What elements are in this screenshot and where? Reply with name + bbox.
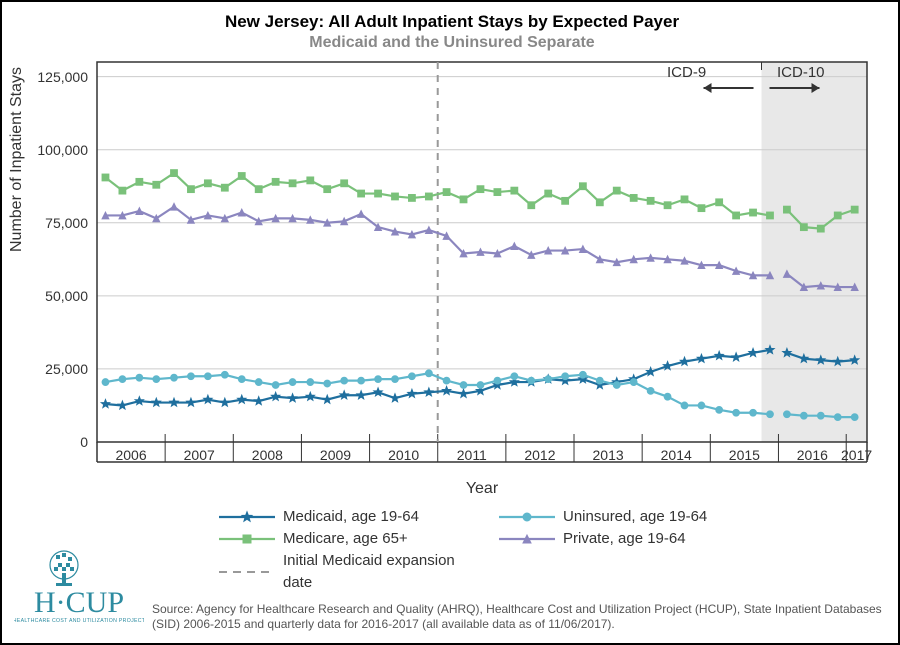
logo-text: H·CUP bbox=[34, 586, 124, 619]
legend-item: Private, age 19-64 bbox=[497, 528, 763, 550]
series-uninsured-age-19-64 bbox=[102, 370, 858, 421]
x-tick-label: 2016 bbox=[797, 447, 828, 463]
x-tick-label: 2014 bbox=[661, 447, 692, 463]
icd10-shaded-region bbox=[762, 62, 867, 442]
source-citation: Source: Agency for Healthcare Research a… bbox=[152, 602, 887, 633]
x-tick-label: 2009 bbox=[320, 447, 351, 463]
legend-label: Private, age 19-64 bbox=[563, 528, 763, 550]
legend-item: Medicaid, age 19-64 bbox=[217, 506, 483, 528]
svg-text:HEALTHCARE COST AND UTILIZATIO: HEALTHCARE COST AND UTILIZATION PROJECT bbox=[14, 618, 144, 624]
series-medicaid-age-19-64 bbox=[101, 346, 859, 410]
x-tick-label: 2012 bbox=[524, 447, 555, 463]
y-tick-label: 125,000 bbox=[28, 69, 88, 85]
y-tick-label: 25,000 bbox=[28, 361, 88, 377]
x-tick-label: 2008 bbox=[252, 447, 283, 463]
legend-label: Initial Medicaid expansion date bbox=[283, 550, 483, 594]
legend-item: Initial Medicaid expansion date bbox=[217, 550, 483, 594]
legend-label: Medicare, age 65+ bbox=[283, 528, 483, 550]
legend-item: Medicare, age 65+ bbox=[217, 528, 483, 550]
icd9-label: ICD-9 bbox=[667, 64, 706, 81]
x-tick-label: 2011 bbox=[457, 447, 487, 463]
x-tick-label: 2006 bbox=[115, 447, 146, 463]
x-tick-label: 2017 bbox=[841, 447, 872, 463]
y-axis-label: Number of Inpatient Stays bbox=[8, 67, 26, 252]
chart-legend: Medicaid, age 19-64 Uninsured, age 19-64 M… bbox=[217, 506, 777, 594]
legend-label: Medicaid, age 19-64 bbox=[283, 506, 483, 528]
x-tick-label: 2007 bbox=[184, 447, 215, 463]
y-tick-label: 50,000 bbox=[28, 288, 88, 304]
x-tick-label: 2013 bbox=[593, 447, 624, 463]
x-tick-label: 2010 bbox=[388, 447, 419, 463]
y-tick-label: 100,000 bbox=[28, 142, 88, 158]
y-tick-label: 75,000 bbox=[28, 215, 88, 231]
x-axis-label: Year bbox=[97, 480, 867, 498]
series-private-age-19-64 bbox=[102, 203, 858, 290]
chart-subtitle: Medicaid and the Uninsured Separate bbox=[2, 34, 900, 52]
icd10-label: ICD-10 bbox=[777, 64, 825, 81]
legend-item: Uninsured, age 19-64 bbox=[497, 506, 763, 528]
hcup-logo: H·CUP HEALTHCARE COST AND UTILIZATION PR… bbox=[14, 544, 144, 631]
chart-title: New Jersey: All Adult Inpatient Stays by… bbox=[2, 12, 900, 32]
y-tick-label: 0 bbox=[28, 434, 88, 450]
chart-plot-area bbox=[97, 62, 867, 442]
x-tick-label: 2015 bbox=[729, 447, 760, 463]
legend-label: Uninsured, age 19-64 bbox=[563, 506, 763, 528]
